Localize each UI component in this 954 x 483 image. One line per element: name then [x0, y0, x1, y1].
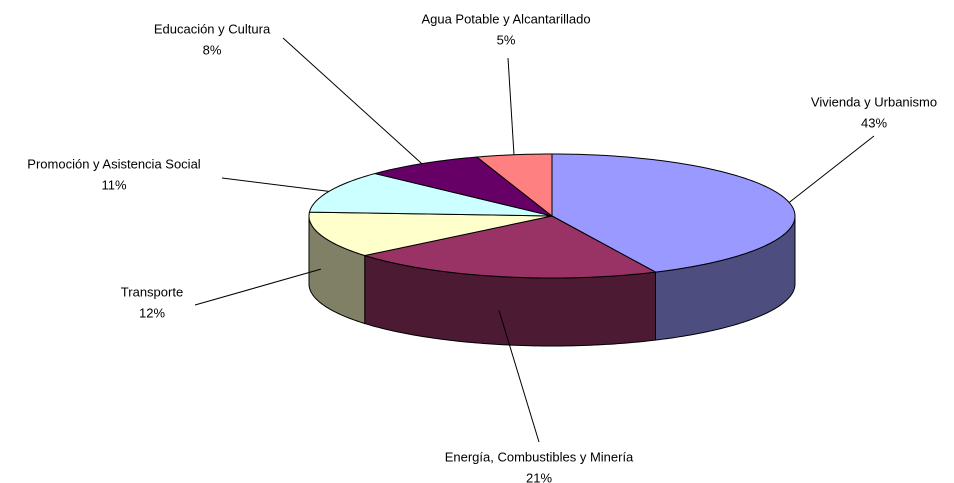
leader-line — [498, 310, 540, 443]
slice — [364, 215, 658, 279]
slice — [308, 173, 553, 217]
slice-label: Energía, Combustibles y Minería — [445, 449, 634, 464]
leader-line — [194, 268, 322, 306]
leader-line — [788, 135, 875, 203]
slice-value-label: 21% — [526, 470, 552, 483]
slice-value-label: 43% — [861, 115, 887, 130]
slice — [308, 211, 553, 257]
slice-label: Educación y Cultura — [154, 21, 271, 36]
slice-value-label: 12% — [139, 305, 165, 320]
slice-value-label: 8% — [203, 42, 222, 57]
slice-label: Agua Potable y Alcantarillado — [421, 11, 590, 26]
slice-value-label: 11% — [101, 177, 126, 192]
leader-line — [221, 177, 330, 192]
slice-label: Vivienda y Urbanismo — [811, 94, 937, 109]
slice — [374, 156, 553, 217]
slice-value-label: 5% — [497, 32, 516, 47]
slice — [551, 153, 796, 273]
leader-line — [282, 37, 423, 165]
slice-label: Transporte — [121, 284, 183, 299]
slice — [475, 153, 553, 218]
slice-label: Promoción y Asistencia Social — [27, 156, 201, 171]
leader-line — [507, 57, 515, 155]
